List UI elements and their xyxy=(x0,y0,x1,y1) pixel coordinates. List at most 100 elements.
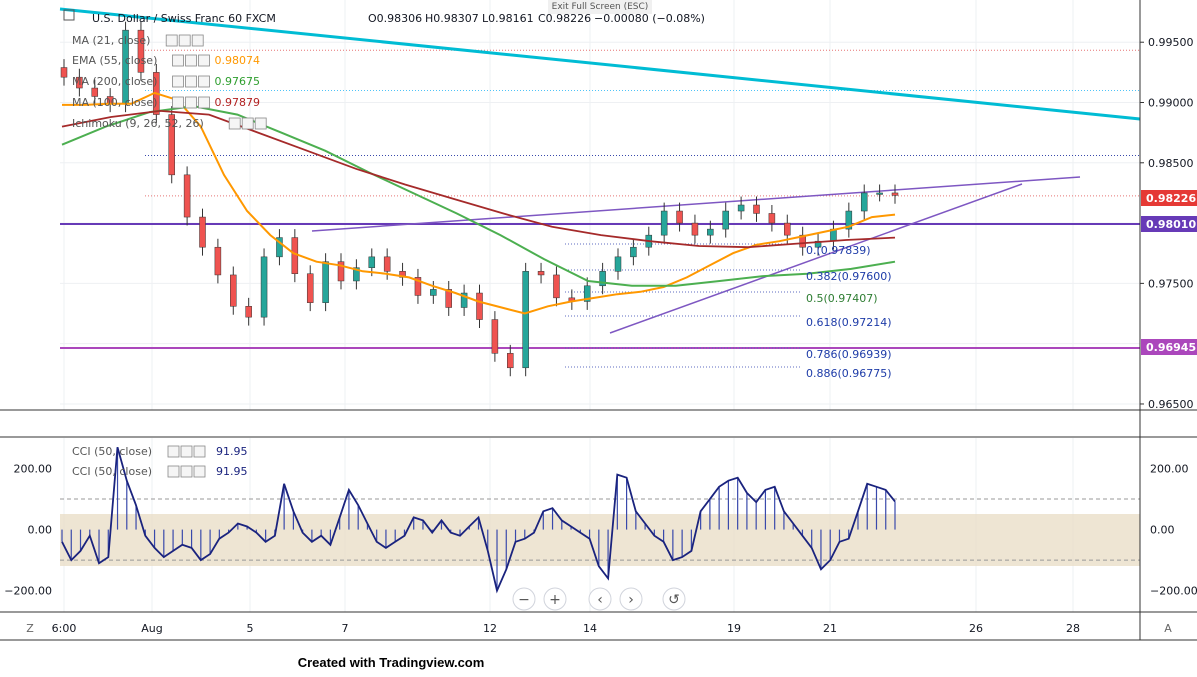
legend-label: MA (21, close) xyxy=(72,34,150,47)
candle-body xyxy=(691,222,699,236)
ma-100-line xyxy=(61,109,896,249)
gear-icon xyxy=(185,75,197,88)
candle-body xyxy=(630,246,637,258)
candle-body xyxy=(707,228,714,236)
auto-scale-corner-label: A xyxy=(1164,622,1172,635)
price-tag-box xyxy=(1141,339,1197,355)
candle-body xyxy=(230,274,237,307)
zoom-out-icon-circle xyxy=(512,587,536,611)
candle-body xyxy=(507,353,514,369)
downtrend-line xyxy=(59,7,1141,121)
price-tag-label: 0.98010 xyxy=(1146,218,1196,231)
candle-body xyxy=(368,256,376,268)
gear-icon xyxy=(185,54,197,67)
cci-plot xyxy=(60,446,1140,594)
legend-value: 0.97879 xyxy=(215,96,261,109)
zoom-out-icon: − xyxy=(518,592,530,608)
legend-label: EMA (55, close) xyxy=(72,54,157,67)
time-axis-label: 19 xyxy=(727,622,741,635)
legend-label: MA (200, close) xyxy=(72,75,157,88)
candle-body xyxy=(199,216,206,248)
reset-icon-circle xyxy=(662,587,686,611)
candle-body xyxy=(583,285,591,302)
cci-line xyxy=(61,446,896,594)
candle-body xyxy=(260,256,268,318)
settings-icon xyxy=(172,75,184,88)
zoom-in-icon: + xyxy=(549,592,561,608)
price-tick-label: 0.96500 xyxy=(1148,398,1194,411)
scroll-right-button[interactable]: › xyxy=(619,587,643,611)
candle-body xyxy=(660,210,668,236)
candle-body xyxy=(891,192,899,196)
candle-body xyxy=(137,29,145,73)
settings-icon xyxy=(172,54,184,67)
candle-body xyxy=(245,306,252,318)
candle-body xyxy=(476,292,483,320)
settings-icon xyxy=(167,465,180,478)
ohlc-low: L0.98161 xyxy=(482,12,534,25)
cci-legend-value: 91.95 xyxy=(216,445,248,458)
cci-legend-label: CCI (50, close) xyxy=(72,465,152,478)
candle-body xyxy=(276,237,283,258)
time-axis-label: 28 xyxy=(1066,622,1080,635)
exit-fullscreen-button[interactable]: Exit Full Screen (ESC) xyxy=(548,0,652,14)
reset-button[interactable]: ↺ xyxy=(662,587,686,611)
price-tag-label: 0.98226 xyxy=(1146,192,1196,205)
time-axis-label: 7 xyxy=(342,622,349,635)
cci-legend-label: CCI (50, close) xyxy=(72,445,152,458)
chart-controls[interactable]: − + ‹ › ↺ xyxy=(512,587,686,611)
cci-tick-label-right: 0.00 xyxy=(1150,524,1175,537)
candle-body xyxy=(430,289,437,296)
price-tick-label: 0.99500 xyxy=(1148,36,1194,49)
scroll-left-icon-circle xyxy=(588,587,612,611)
time-axis-label: 21 xyxy=(823,622,837,635)
candle-body xyxy=(784,222,791,236)
fib-label: 0.(0.97839) xyxy=(806,244,871,257)
candle-body xyxy=(553,274,560,299)
ohlc-open: O0.98306 xyxy=(368,12,422,25)
candle-body xyxy=(845,210,853,230)
close-icon xyxy=(193,445,206,458)
scroll-right-icon: › xyxy=(628,592,634,608)
collapse-icon xyxy=(63,9,75,21)
wedge-lower-line xyxy=(609,183,1023,334)
zoom-in-icon-circle xyxy=(543,587,567,611)
time-axis-label: 6:00 xyxy=(52,622,77,635)
candle-body xyxy=(460,292,468,308)
candle-body xyxy=(383,256,391,272)
candle-body xyxy=(614,256,622,272)
fib-label: 0.786(0.96939) xyxy=(806,348,892,361)
zoom-out-button[interactable]: − xyxy=(512,587,536,611)
candle-body xyxy=(353,267,360,282)
candle-body xyxy=(491,319,499,354)
candle-body xyxy=(306,273,314,303)
cci-tick-label-right: −200.00 xyxy=(1150,585,1197,598)
close-icon xyxy=(198,54,210,67)
candle-body xyxy=(60,67,68,78)
scroll-left-button[interactable]: ‹ xyxy=(588,587,612,611)
cci-tick-label-left: 0.00 xyxy=(28,524,53,537)
candle-body xyxy=(722,210,729,230)
wedge-upper-line xyxy=(311,176,1081,232)
candle-body xyxy=(168,114,175,176)
close-icon xyxy=(254,117,267,130)
timezone-corner-label: Z xyxy=(26,622,34,635)
legend-label: MA (100, close) xyxy=(72,96,157,109)
chart-labels: U.S. Dollar / Swiss Franc 60 FXCM O0.9830… xyxy=(63,9,892,478)
price-tick-label: 0.97500 xyxy=(1148,277,1194,290)
candle-body xyxy=(322,261,329,303)
candle-body xyxy=(860,192,868,212)
settings-icon xyxy=(172,96,184,109)
price-lines xyxy=(59,7,1141,368)
zoom-in-button[interactable]: + xyxy=(543,587,567,611)
settings-icon xyxy=(228,117,241,130)
candle-body xyxy=(214,246,222,276)
candle-body xyxy=(522,271,529,369)
symbol-title: U.S. Dollar / Swiss Franc 60 FXCM xyxy=(92,12,276,25)
time-axis-label: Aug xyxy=(141,622,162,635)
legend-label: Ichimoku (9, 26, 52, 26) xyxy=(72,117,204,130)
gear-icon xyxy=(241,117,254,130)
candle-body xyxy=(76,76,83,89)
candle-body xyxy=(414,277,422,296)
